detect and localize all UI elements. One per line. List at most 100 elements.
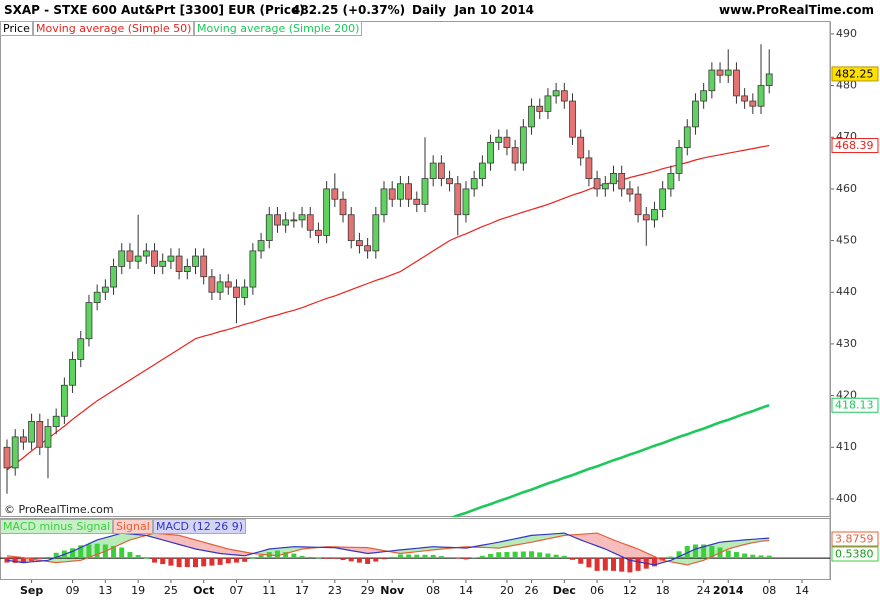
candle-body xyxy=(257,240,265,252)
candle-body xyxy=(552,90,560,97)
candle-body xyxy=(495,136,503,143)
candle-body xyxy=(511,147,519,164)
x-tick-label: 2014 xyxy=(713,584,744,597)
x-tick-label: Sep xyxy=(20,584,43,597)
candle-body xyxy=(462,188,470,216)
macd-fill xyxy=(597,533,606,549)
candle-body xyxy=(306,214,314,231)
x-tick-label: 14 xyxy=(795,584,809,597)
histogram-bar xyxy=(389,556,395,559)
histogram-bar xyxy=(143,558,149,559)
histogram-bar xyxy=(488,553,494,559)
candle-body xyxy=(503,136,511,148)
x-tick-label: 07 xyxy=(229,584,243,597)
macd-fill xyxy=(129,533,139,540)
histogram-bar xyxy=(651,558,657,567)
x-tick-label: 26 xyxy=(525,584,539,597)
candle-body xyxy=(642,214,650,221)
histogram-bar xyxy=(537,552,543,559)
candle-body xyxy=(216,281,224,293)
x-tick-label: 11 xyxy=(262,584,276,597)
candle-body xyxy=(626,188,634,195)
histogram-bar xyxy=(12,558,18,563)
macd-fill xyxy=(482,543,491,548)
candle-body xyxy=(134,255,142,262)
candle-body xyxy=(249,250,257,288)
candle-body xyxy=(77,338,85,360)
histogram-bar xyxy=(233,558,239,563)
histogram-bar xyxy=(152,558,158,563)
candle-body xyxy=(372,214,380,252)
histogram-bar xyxy=(53,552,59,559)
histogram-bar xyxy=(348,558,354,562)
histogram-bar xyxy=(570,558,576,560)
candle-body xyxy=(331,188,339,200)
value-tag-box xyxy=(831,397,879,413)
candle-body xyxy=(126,250,134,262)
histogram-bar xyxy=(356,558,362,563)
histogram-bar xyxy=(70,548,76,559)
histogram-bar xyxy=(619,558,625,572)
histogram-bar xyxy=(479,555,485,559)
candle-body xyxy=(233,286,240,298)
histogram-bar xyxy=(455,558,461,559)
candle-body xyxy=(52,415,60,427)
candle-body xyxy=(478,162,486,179)
value-tag: 482.25 xyxy=(831,66,879,82)
histogram-bar xyxy=(217,558,223,565)
x-tick-label: Dec xyxy=(553,584,576,597)
candle-body xyxy=(667,172,675,190)
value-tag: 468.39 xyxy=(831,138,879,154)
candle-body xyxy=(536,105,544,112)
candle-body xyxy=(192,255,199,267)
histogram-bar xyxy=(283,552,289,559)
candle-body xyxy=(69,359,76,386)
histogram-bar xyxy=(758,555,764,559)
legend-entry: Price xyxy=(0,21,33,36)
histogram-bar xyxy=(463,558,469,560)
macd-fill xyxy=(187,537,196,549)
candle-body xyxy=(290,219,298,222)
candle-body xyxy=(3,446,11,469)
histogram-bar xyxy=(135,555,141,559)
watermark: © ProRealTime.com xyxy=(4,503,114,516)
value-tag-box xyxy=(831,531,879,547)
candle-body xyxy=(446,178,453,185)
macd-fill xyxy=(113,533,122,548)
candle-body xyxy=(470,178,478,190)
x-tick-label: 29 xyxy=(361,584,375,597)
histogram-bar xyxy=(668,556,674,559)
histogram-bar xyxy=(512,551,518,559)
histogram-bar xyxy=(496,552,502,559)
histogram-bar xyxy=(602,558,608,571)
y-tick-label: 440 xyxy=(836,285,857,298)
candle-body xyxy=(528,105,535,128)
histogram-bar xyxy=(258,555,264,559)
macd-fill xyxy=(203,542,212,553)
x-tick-label: Nov xyxy=(380,584,405,597)
histogram-bar xyxy=(37,558,43,559)
histogram-bar xyxy=(274,550,280,559)
candle-body xyxy=(757,85,765,107)
candle-body xyxy=(716,69,724,76)
y-tick-label: 450 xyxy=(836,234,857,247)
candle-body xyxy=(388,188,396,200)
macd-fill xyxy=(613,539,622,557)
candle-body xyxy=(413,198,421,205)
histogram-bar xyxy=(225,558,231,564)
candle-body xyxy=(347,214,355,241)
x-tick-label: 20 xyxy=(500,584,514,597)
histogram-bar xyxy=(307,556,313,559)
histogram-bar xyxy=(422,554,428,559)
y-tick-label: 460 xyxy=(836,182,857,195)
histogram-bar xyxy=(299,555,305,559)
x-tick-label: 08 xyxy=(762,584,776,597)
candle-body xyxy=(421,178,429,205)
candle-body xyxy=(405,183,412,200)
value-tag-box xyxy=(831,138,879,154)
histogram-bar xyxy=(176,558,182,568)
histogram-bar xyxy=(504,551,510,559)
macd-fill xyxy=(605,536,614,553)
candle-body xyxy=(282,219,290,226)
